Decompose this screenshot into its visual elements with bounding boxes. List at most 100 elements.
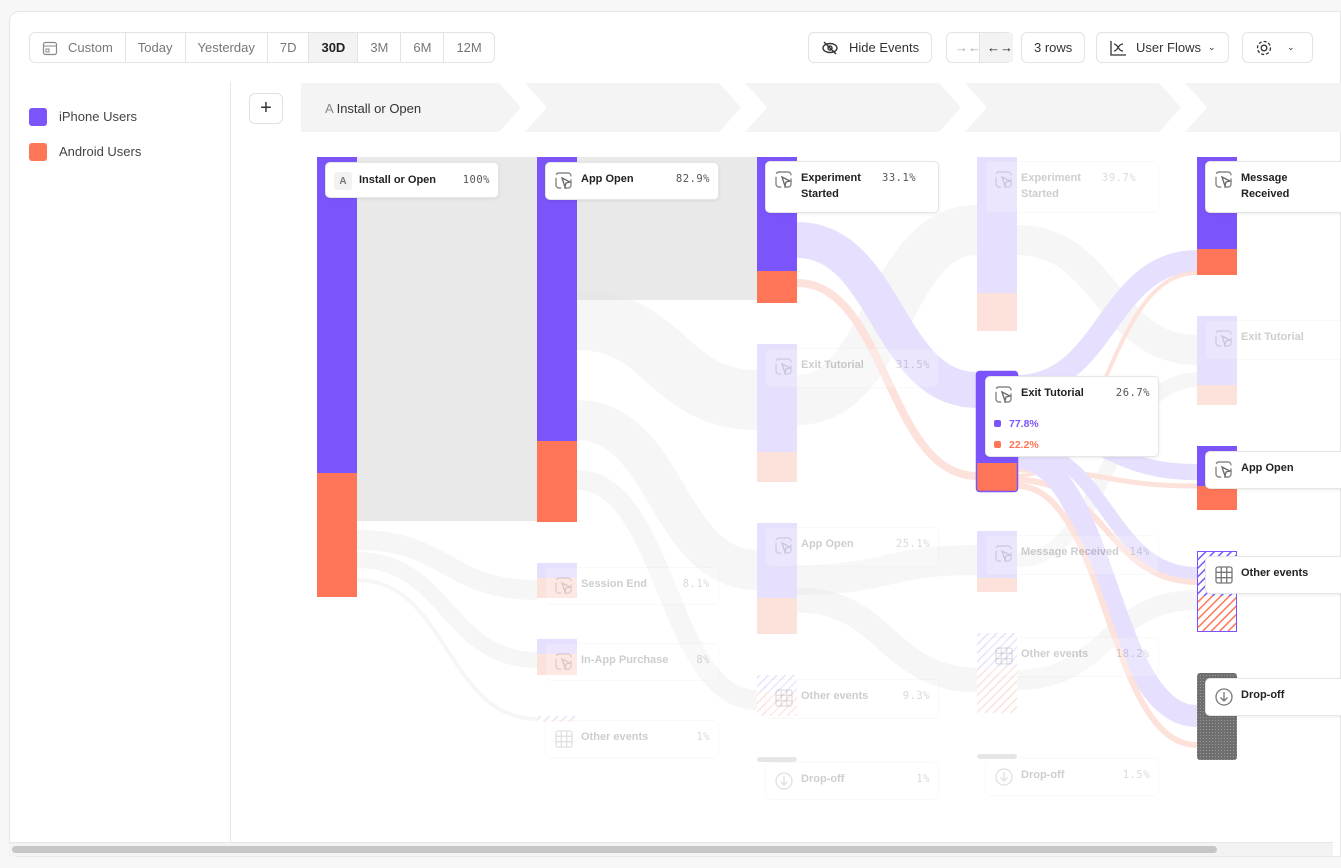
- step-header-1[interactable]: [301, 83, 521, 132]
- hide-events-label: Hide Events: [849, 40, 920, 55]
- hide-events-button[interactable]: Hide Events: [808, 32, 933, 63]
- step-header-4[interactable]: [965, 83, 1181, 132]
- node-card[interactable]: Other events 9.3%: [765, 679, 939, 719]
- node-bar-app-open[interactable]: [757, 523, 797, 634]
- node-label: App Open: [581, 173, 634, 185]
- event-icon: [1215, 461, 1232, 479]
- node-card[interactable]: Message Received 14%: [985, 535, 1159, 575]
- range-6m[interactable]: 6M: [401, 33, 445, 62]
- node-label: Experiment Started: [801, 172, 861, 200]
- node-card[interactable]: Experiment Started 39.7%: [985, 161, 1159, 213]
- node-card[interactable]: Drop-off: [1205, 678, 1341, 716]
- range-label: 7D: [279, 40, 297, 55]
- range-custom[interactable]: Custom: [30, 33, 126, 62]
- view-selector[interactable]: User Flows ⌄: [1096, 32, 1229, 63]
- android-segment: [1197, 596, 1237, 632]
- node-bar-exit-tutorial[interactable]: [757, 344, 797, 482]
- node-label: Other events: [581, 731, 649, 743]
- node-card[interactable]: Exit Tutorial 31.5%: [765, 348, 939, 388]
- node-card[interactable]: Drop-off 1%: [765, 762, 939, 800]
- event-icon: [775, 358, 792, 376]
- node-bar-experiment-started[interactable]: [977, 157, 1017, 331]
- node-percent: 33.1%: [882, 172, 917, 184]
- letter-a-icon: A: [334, 172, 352, 190]
- step-header-5[interactable]: [1185, 83, 1341, 132]
- node-label: Install or Open: [359, 174, 437, 186]
- legend-item[interactable]: iPhone Users: [29, 99, 141, 134]
- node-card[interactable]: App Open: [1205, 451, 1341, 489]
- node-label: Other events: [1021, 648, 1089, 660]
- step-header-3[interactable]: [745, 83, 961, 132]
- iphone-dot: [994, 420, 1001, 427]
- range-today[interactable]: Today: [126, 33, 186, 62]
- dropoff-icon: [775, 772, 793, 790]
- node-card[interactable]: Other events: [1205, 556, 1341, 594]
- rows-button[interactable]: 3 rows: [1021, 32, 1086, 63]
- range-7d[interactable]: 7D: [268, 33, 310, 62]
- node-bar-app-open[interactable]: [537, 157, 577, 522]
- event-icon: [1215, 330, 1232, 348]
- collapse-button[interactable]: →←: [947, 33, 981, 62]
- node-card[interactable]: App Open 82.9%: [545, 162, 719, 200]
- android-segment: [757, 452, 797, 482]
- android-segment: [317, 473, 357, 597]
- node-card[interactable]: App Open 25.1%: [765, 527, 939, 567]
- legend-label: iPhone Users: [59, 109, 138, 124]
- add-step-button[interactable]: +: [249, 93, 283, 124]
- event-icon: [555, 577, 572, 595]
- node-bar-install-or-open[interactable]: [317, 157, 357, 597]
- android-segment: [977, 668, 1017, 713]
- android-segment: [757, 271, 797, 303]
- node-card[interactable]: Other events 1%: [545, 720, 719, 758]
- node-label: Drop-off: [1021, 769, 1065, 781]
- node-card[interactable]: In-App Purchase 8%: [545, 643, 719, 681]
- flow-chart-icon: [1110, 40, 1126, 56]
- range-3m[interactable]: 3M: [358, 33, 402, 62]
- faded-flow: [1016, 372, 1198, 568]
- settings-button[interactable]: ⌄: [1242, 32, 1313, 63]
- node-card[interactable]: Exit Tutorial: [1205, 320, 1341, 360]
- node-percent: 1%: [696, 731, 710, 743]
- range-12m[interactable]: 12M: [444, 33, 493, 62]
- node-bar-drop-off[interactable]: [977, 754, 1017, 759]
- scrollbar-thumb[interactable]: [12, 846, 1217, 853]
- node-card[interactable]: Drop-off 1.5%: [985, 758, 1159, 796]
- date-range-selector: Custom Today Yesterday 7D 30D 3M 6M 12M: [29, 32, 495, 63]
- grid-icon: [775, 689, 793, 707]
- node-bar-message-received[interactable]: [977, 531, 1017, 592]
- rows-label: 3 rows: [1034, 40, 1073, 55]
- expand-button[interactable]: ←→: [980, 33, 1013, 62]
- chevron-down-icon: ⌄: [1208, 42, 1216, 52]
- node-label: Message Received: [1241, 172, 1290, 200]
- android-segment: [757, 692, 797, 716]
- faded-flow: [356, 578, 538, 721]
- iphone-share: 77.8%: [1009, 417, 1039, 430]
- android-segment: [977, 293, 1017, 331]
- step-header-2[interactable]: [525, 83, 741, 132]
- node-bar-exit-tutorial[interactable]: [1197, 316, 1237, 405]
- iphone-segment: [977, 157, 1017, 293]
- horizontal-scrollbar[interactable]: [9, 842, 1333, 856]
- range-label: 6M: [413, 40, 432, 55]
- node-card[interactable]: Session End 8.1%: [545, 567, 719, 605]
- node-card[interactable]: Experiment Started 33.1%: [765, 161, 939, 213]
- node-bar-other-events[interactable]: [977, 633, 1017, 713]
- legend-item[interactable]: Android Users: [29, 134, 141, 169]
- flow-android-exit-to-dropoff: [1016, 483, 1198, 748]
- node-percent: 14%: [1129, 546, 1150, 558]
- node-bar-other-events[interactable]: [537, 716, 577, 722]
- node-card[interactable]: Message Received: [1205, 161, 1341, 213]
- android-segment: [537, 441, 577, 522]
- node-card[interactable]: A Install or Open 100%: [325, 162, 499, 198]
- node-bar-drop-off[interactable]: [757, 757, 797, 762]
- range-30d[interactable]: 30D: [309, 33, 359, 62]
- node-bar-in-app-purchase[interactable]: [537, 639, 577, 675]
- node-bar-session-end[interactable]: [537, 563, 577, 598]
- range-yesterday[interactable]: Yesterday: [186, 33, 268, 62]
- iphone-segment: [537, 563, 577, 578]
- node-card[interactable]: Other events 18.2%: [985, 637, 1159, 677]
- event-icon: [555, 172, 572, 190]
- node-card[interactable]: Exit Tutorial 26.7% 77.8% 22.2%: [985, 376, 1159, 457]
- grid-icon: [555, 730, 573, 748]
- android-segment: [1197, 385, 1237, 405]
